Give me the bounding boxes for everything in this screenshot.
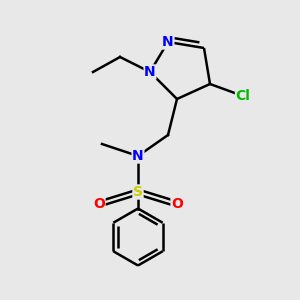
Text: S: S xyxy=(133,185,143,199)
Text: Cl: Cl xyxy=(236,89,250,103)
Text: O: O xyxy=(93,197,105,211)
Text: N: N xyxy=(144,65,156,79)
Text: N: N xyxy=(132,149,144,163)
Text: O: O xyxy=(171,197,183,211)
Text: N: N xyxy=(162,35,174,49)
